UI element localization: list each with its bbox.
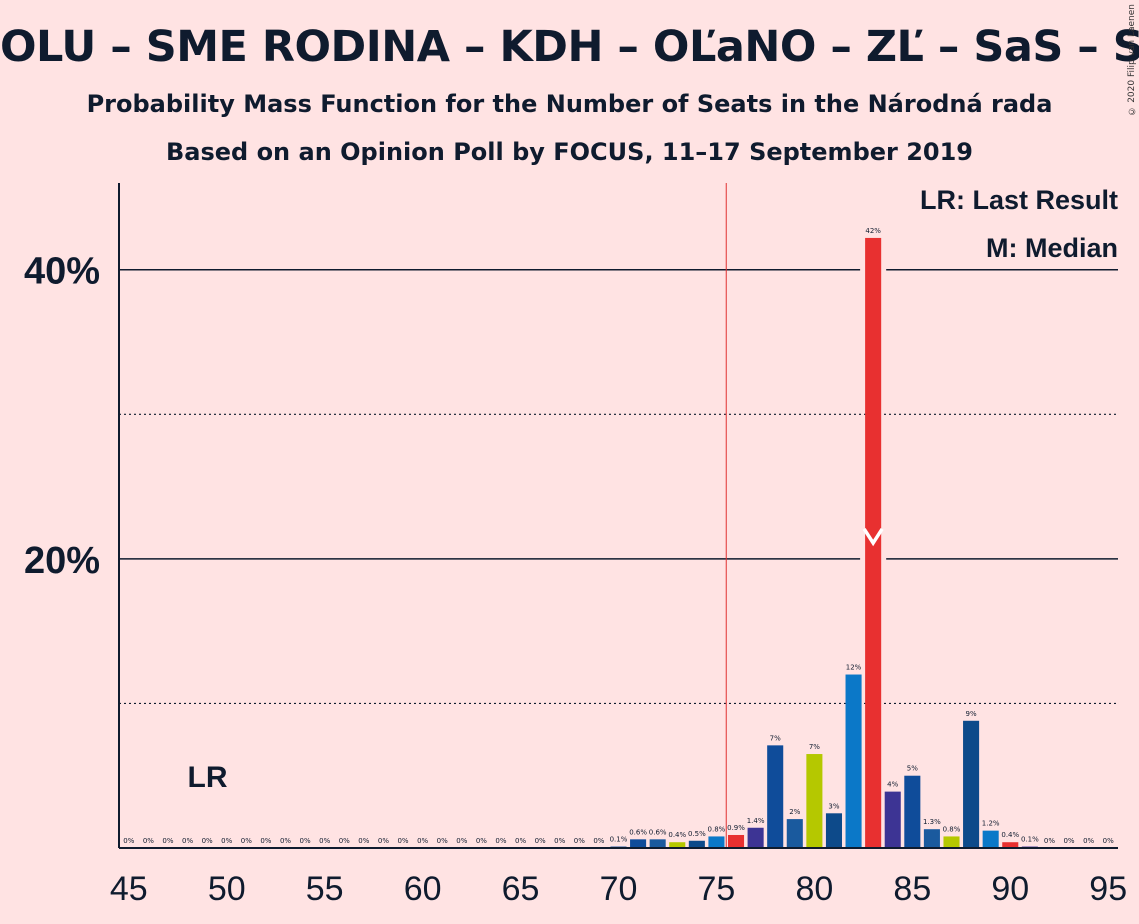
bar-value-label: 7%	[809, 743, 820, 751]
bar-value-label: 0%	[1063, 837, 1074, 845]
bar-value-label: 0.8%	[708, 825, 726, 833]
bar	[884, 791, 901, 848]
bar-value-label: 0%	[319, 837, 330, 845]
chart-source: Based on an Opinion Poll by FOCUS, 11–17…	[165, 138, 974, 166]
bar	[904, 775, 921, 848]
x-tick-label: 50	[208, 870, 246, 908]
bar-value-label: 0%	[358, 837, 369, 845]
legend-last-result: LR: Last Result	[920, 185, 1118, 215]
bar	[825, 813, 843, 848]
x-tick-label: 45	[110, 870, 148, 908]
bar-value-label: 0%	[143, 837, 154, 845]
bar-value-label: 1.4%	[747, 817, 765, 825]
chart-subtitle: Probability Mass Function for the Number…	[86, 90, 1053, 118]
bar-value-label: 12%	[846, 664, 862, 672]
bar-value-label: 0%	[280, 837, 291, 845]
gridlines: 20% 40%	[24, 251, 1118, 705]
bar-value-label: 0%	[1044, 837, 1055, 845]
x-tick-label: 65	[502, 870, 540, 908]
bar-value-label: 2%	[789, 808, 800, 816]
bar-value-label: 0%	[397, 837, 408, 845]
bar-value-label: 0.6%	[649, 828, 667, 836]
bar-value-label: 7%	[770, 734, 781, 742]
x-tick-label: 85	[893, 870, 931, 908]
median-marker	[862, 528, 884, 547]
bar-value-label: 5%	[907, 765, 918, 773]
bars	[610, 237, 1038, 848]
bar-value-label: 0%	[300, 837, 311, 845]
x-tick-label: 90	[991, 870, 1029, 908]
chart-title: OLU – SME RODINA – KDH – OĽaNO – ZĽ – Sa…	[0, 22, 1139, 72]
bar	[708, 836, 725, 848]
bar	[786, 819, 803, 848]
bar	[982, 830, 999, 848]
bar-value-label: 0%	[456, 837, 467, 845]
bar-value-label: 0%	[1083, 837, 1094, 845]
bar	[1002, 842, 1019, 848]
bar	[767, 745, 784, 848]
bar-value-label: 0%	[476, 837, 487, 845]
bar-value-label: 0%	[123, 837, 134, 845]
bar-value-label: 0%	[554, 837, 565, 845]
bar	[845, 674, 862, 848]
bar-value-label: 0.4%	[668, 831, 686, 839]
bar	[963, 720, 980, 848]
bar	[649, 839, 666, 848]
bar-value-label: 0.4%	[1001, 831, 1019, 839]
x-tick-label: 80	[795, 870, 833, 908]
bar	[688, 840, 705, 848]
bar-value-label: 0%	[437, 837, 448, 845]
bar-value-label: 0%	[162, 837, 173, 845]
bar-value-label: 0.1%	[610, 836, 628, 844]
bar-value-label: 0%	[574, 837, 585, 845]
bar-value-label: 0%	[241, 837, 252, 845]
bar-value-label: 9%	[966, 710, 977, 718]
last-result-marker: LR	[188, 761, 228, 794]
y-tick-label: 20%	[24, 540, 100, 582]
bar	[669, 842, 686, 848]
bar	[747, 827, 764, 848]
bar	[630, 839, 647, 848]
bar-value-label: 0%	[593, 837, 604, 845]
bar-value-label: 0%	[417, 837, 428, 845]
x-tick-label: 55	[306, 870, 344, 908]
x-tick-label: 60	[404, 870, 442, 908]
bar-labels: 0% 0% 0% 0% 0% 0% 0% 0% 0% 0% 0% 0% 0% 0% 0% 0% 0% 0% 0% 0%…	[123, 227, 1114, 845]
bar-value-label: 0.6%	[629, 828, 647, 836]
bar-value-label: 0%	[515, 837, 526, 845]
bar	[923, 829, 940, 848]
bar-value-label: 1.2%	[982, 820, 1000, 828]
bar-value-label: 0.8%	[943, 825, 961, 833]
bar-value-label: 0%	[202, 837, 213, 845]
bar-value-label: 0%	[339, 837, 350, 845]
bar-value-label: 3%	[828, 802, 839, 810]
bar-value-label: 0%	[182, 837, 193, 845]
bar-value-label: 0.5%	[688, 830, 706, 838]
bar-value-label: 0%	[1103, 837, 1114, 845]
bar-value-label: 0.9%	[727, 824, 745, 832]
bar-value-label: 0%	[495, 837, 506, 845]
bar	[806, 754, 823, 848]
bar	[727, 834, 745, 848]
y-tick-label: 40%	[24, 251, 100, 293]
bar-value-label: 0%	[221, 837, 232, 845]
bar-value-label: 0%	[260, 837, 271, 845]
bar-value-label: 0%	[378, 837, 389, 845]
bar	[943, 836, 960, 848]
bar-value-label: 4%	[887, 781, 898, 789]
bar-value-label: 42%	[865, 227, 881, 235]
x-tick-label: 75	[698, 870, 736, 908]
bar-value-label: 0.1%	[1021, 836, 1039, 844]
x-tick-label: 70	[600, 870, 638, 908]
bar-value-label: 1.3%	[923, 818, 941, 826]
bar-value-label: 0%	[535, 837, 546, 845]
x-tick-label: 95	[1089, 870, 1127, 908]
legend-median: M: Median	[986, 233, 1118, 263]
axes: 45 50 55 60 65 70 75 80 85 90 95	[110, 183, 1127, 908]
